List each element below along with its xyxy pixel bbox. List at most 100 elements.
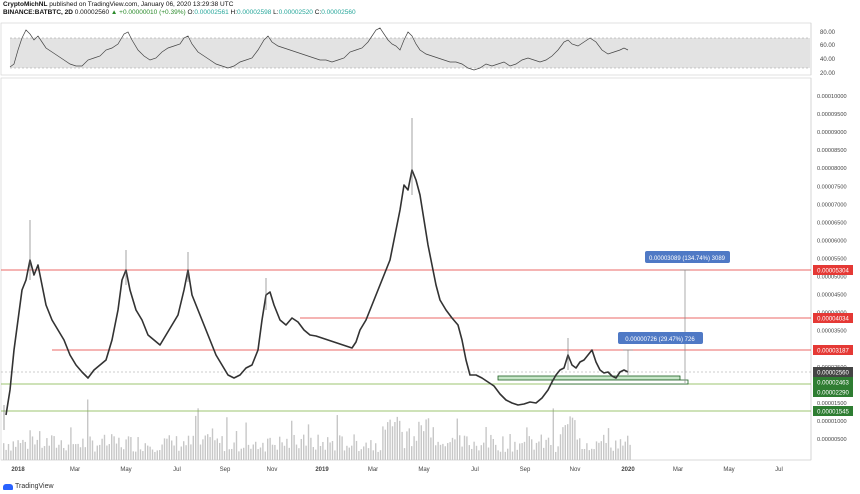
volume-bar xyxy=(358,451,360,460)
last-price: 0.00002560 xyxy=(74,9,110,16)
volume-bar xyxy=(60,440,62,460)
price-tick: 0.00000500 xyxy=(817,437,847,443)
volume-bar xyxy=(22,439,24,460)
volume-bar xyxy=(197,408,199,460)
volume-bar xyxy=(293,434,295,460)
volume-bar xyxy=(415,440,418,460)
volume-bar xyxy=(127,436,130,460)
volume-bar xyxy=(406,431,408,460)
open-value: 0.00002561 xyxy=(194,9,229,16)
volume-bar xyxy=(132,451,134,460)
volume-bar xyxy=(291,420,293,460)
volume-bar xyxy=(399,420,401,460)
volume-bar xyxy=(307,424,310,460)
time-tick: Sep xyxy=(220,467,231,473)
symbol-info: BINANCE:BATBTC, 2D 0.00002560 ▲ +0.00000… xyxy=(3,9,356,16)
volume-bar xyxy=(435,445,437,460)
volume-bar xyxy=(581,449,583,460)
measure-label[interactable]: 0.00003089 (134.74%) 3089 xyxy=(645,251,730,263)
volume-bar xyxy=(355,440,358,460)
volume-bar xyxy=(89,436,91,460)
volume-bar xyxy=(341,436,343,460)
volume-bar xyxy=(519,443,521,460)
level-label: 0.00005304 xyxy=(817,269,849,275)
volume-bar xyxy=(286,438,288,460)
volume-bar xyxy=(627,435,629,460)
publish-info: CryptoMichNL published on TradingView.co… xyxy=(3,1,233,8)
time-tick: Nov xyxy=(267,467,278,473)
volume-bar xyxy=(423,431,425,460)
time-tick: May xyxy=(418,467,429,473)
volume-bar xyxy=(336,415,338,460)
volume-bar xyxy=(480,445,482,460)
volume-bar xyxy=(382,426,384,460)
volume-bar xyxy=(96,445,98,460)
volume-bar xyxy=(430,437,432,460)
volume-bar xyxy=(199,444,202,460)
volume-bar xyxy=(149,446,151,460)
volume-bar xyxy=(555,451,557,460)
volume-bar xyxy=(451,437,454,460)
volume-bars xyxy=(3,399,631,460)
volume-bar xyxy=(334,450,336,460)
volume-bar xyxy=(262,442,264,460)
price-tick: 0.00010000 xyxy=(817,94,847,100)
volume-bar xyxy=(567,424,569,460)
price-tick: 0.00004500 xyxy=(817,293,847,299)
volume-bar xyxy=(552,408,554,460)
low-label: L: xyxy=(273,9,279,16)
volume-bar xyxy=(211,428,214,460)
volume-bar xyxy=(432,427,434,460)
time-tick: Jul xyxy=(775,467,783,473)
volume-bar xyxy=(547,437,550,460)
volume-bar xyxy=(51,435,53,460)
measure-label[interactable]: 0.00000726 (29.47%) 726 xyxy=(618,332,703,344)
volume-bar xyxy=(103,434,106,460)
volume-bar xyxy=(252,444,254,460)
volume-bar xyxy=(504,451,506,460)
volume-bar xyxy=(101,438,103,460)
volume-bar xyxy=(214,440,216,460)
price-tick: 0.00007000 xyxy=(817,202,847,208)
volume-bar xyxy=(257,449,259,460)
volume-bar xyxy=(238,451,240,460)
volume-bar xyxy=(588,450,590,460)
price-tick: 0.00006000 xyxy=(817,238,847,244)
volume-bar xyxy=(528,436,530,460)
volume-bar xyxy=(372,450,374,460)
volume-bar xyxy=(84,447,86,460)
volume-bar xyxy=(449,442,451,460)
volume-bar xyxy=(557,446,559,460)
volume-bar xyxy=(348,447,350,460)
volume-bar xyxy=(535,442,538,460)
author-name[interactable]: CryptoMichNL xyxy=(3,1,48,8)
volume-bar xyxy=(331,441,334,460)
time-axis[interactable]: 2018 Mar May Jul Sep Nov 2019 Mar May Jul Sep Nov 20… xyxy=(11,467,783,473)
volume-bar xyxy=(3,443,5,460)
time-tick: Jul xyxy=(173,467,181,473)
volume-bar xyxy=(485,427,487,460)
volume-bar xyxy=(267,438,269,460)
open-label: O: xyxy=(187,9,195,16)
volume-bar xyxy=(418,421,420,460)
volume-bar xyxy=(466,436,468,460)
volume-bar xyxy=(439,444,442,460)
volume-bar xyxy=(99,444,101,460)
volume-bar xyxy=(163,438,166,460)
volume-bar xyxy=(543,447,545,460)
volume-bar xyxy=(75,444,77,460)
price-chart[interactable]: 80.00 60.00 40.00 20.00 xyxy=(0,20,860,475)
brand-name: TradingView xyxy=(15,483,54,490)
volume-bar xyxy=(245,422,247,460)
volume-bar xyxy=(391,426,394,460)
time-tick: Nov xyxy=(570,467,581,473)
volume-bar xyxy=(569,416,571,460)
close-label: C: xyxy=(314,9,322,16)
tradingview-footer[interactable]: TradingView xyxy=(3,483,54,490)
volume-bar xyxy=(259,447,262,460)
volume-bar xyxy=(195,415,197,460)
volume-bar xyxy=(269,437,271,460)
volume-bar xyxy=(142,451,144,460)
volume-bar xyxy=(502,436,504,460)
volume-bar xyxy=(29,430,31,460)
